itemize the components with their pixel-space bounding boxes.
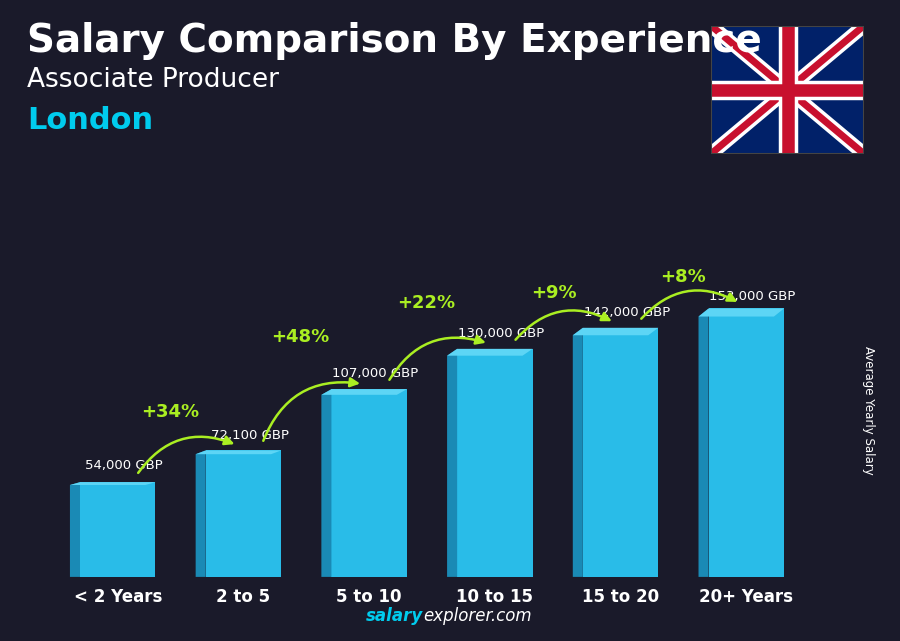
Text: +22%: +22% [397, 294, 454, 312]
Text: 72,100 GBP: 72,100 GBP [211, 429, 289, 442]
Polygon shape [447, 349, 457, 577]
Text: 130,000 GBP: 130,000 GBP [458, 327, 544, 340]
Text: 153,000 GBP: 153,000 GBP [709, 290, 796, 303]
Text: +48%: +48% [271, 328, 329, 345]
Bar [206, 451, 281, 577]
Polygon shape [321, 389, 331, 577]
Text: explorer.com: explorer.com [423, 607, 532, 625]
Bar [80, 482, 156, 577]
Polygon shape [321, 389, 407, 395]
Bar [708, 308, 784, 577]
Polygon shape [447, 349, 533, 356]
Polygon shape [70, 482, 80, 577]
Text: 142,000 GBP: 142,000 GBP [584, 306, 670, 319]
Polygon shape [195, 451, 281, 454]
Bar [331, 389, 407, 577]
Text: 107,000 GBP: 107,000 GBP [332, 367, 419, 380]
Bar [457, 349, 533, 577]
Polygon shape [698, 308, 708, 577]
Polygon shape [572, 328, 583, 577]
Polygon shape [70, 482, 156, 485]
Polygon shape [698, 308, 784, 317]
Text: Average Yearly Salary: Average Yearly Salary [862, 346, 875, 474]
Bar [583, 328, 658, 577]
Text: London: London [27, 106, 153, 135]
Text: +8%: +8% [661, 268, 707, 286]
Polygon shape [572, 328, 658, 335]
Text: Associate Producer: Associate Producer [27, 67, 279, 94]
Text: +9%: +9% [531, 284, 577, 302]
Text: Salary Comparison By Experience: Salary Comparison By Experience [27, 22, 761, 60]
Polygon shape [195, 451, 206, 577]
Text: salary: salary [365, 607, 423, 625]
Text: 54,000 GBP: 54,000 GBP [86, 459, 163, 472]
Text: +34%: +34% [141, 403, 200, 421]
